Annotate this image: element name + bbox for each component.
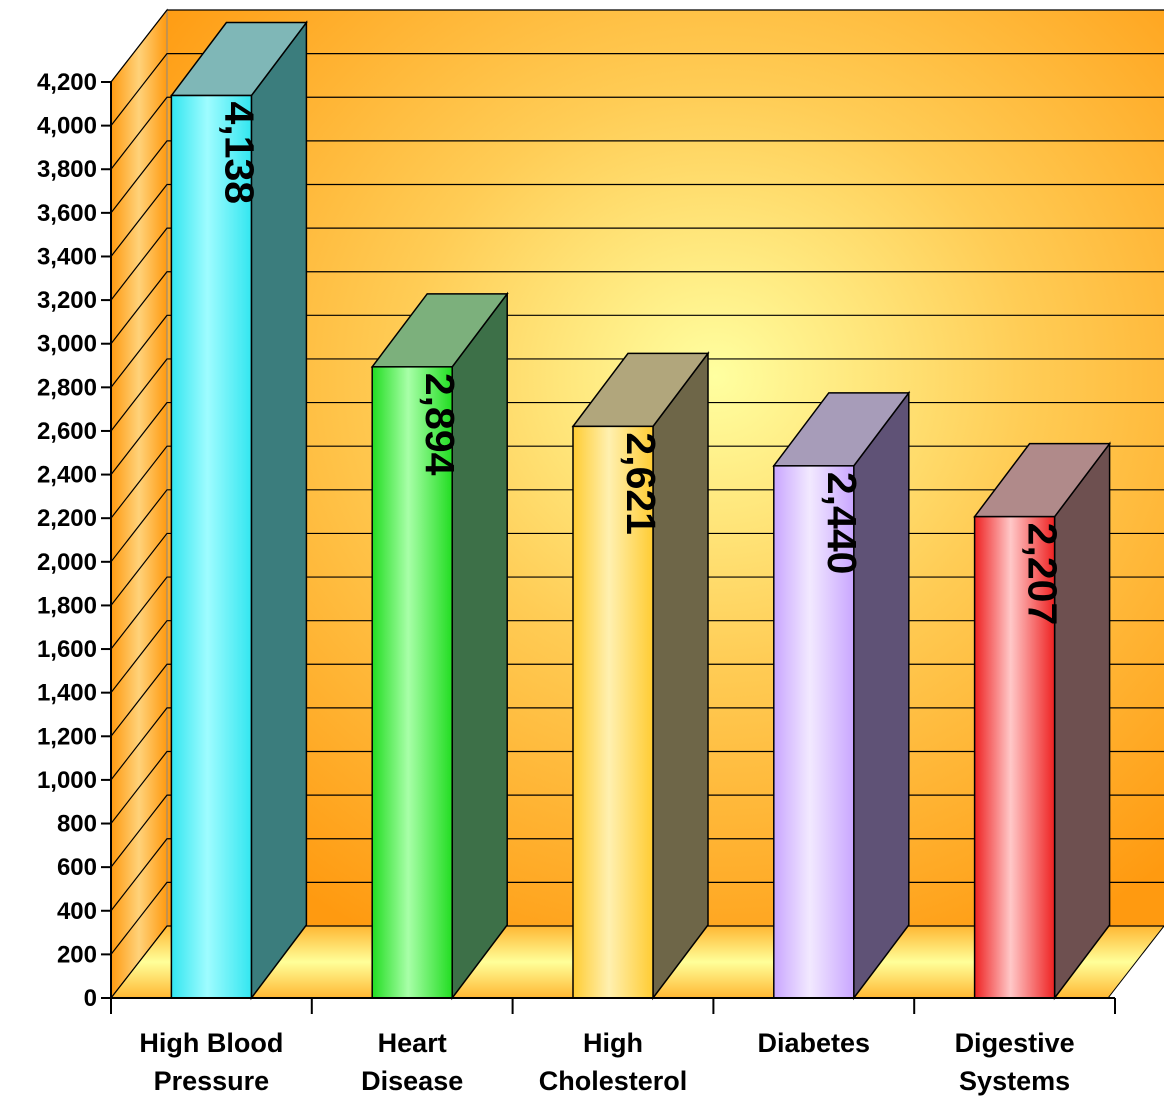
y-tick-label: 2,800 [37,374,97,401]
value-label: 4,138 [216,102,262,205]
bar-1: 4,138 [169,20,308,1001]
x-axis-category-labels: High Blood Pressure Heart Disease High Choles… [139,1028,1074,1096]
bar-front [773,465,855,999]
bar-3: 2,621 [571,351,710,1001]
y-axis-tick-labels: 0 200 400 600 800 1,000 1,200 1,400 1,600 1,800 2,… [37,69,97,1012]
gridline [110,9,1164,83]
gridline [110,314,1164,388]
y-tick-label: 1,400 [37,680,97,707]
bar-front [572,425,654,999]
y-tick-label: 2,400 [37,462,97,489]
y-tick-label: 4,000 [37,113,97,140]
y-tick-label: 600 [57,854,97,881]
category-label: Digestive Systems [955,1028,1075,1096]
y-tick-label: 1,200 [37,723,97,750]
bar-front [170,94,253,999]
y-tick-label: 800 [57,811,97,838]
category-label: Heart Disease [361,1028,463,1096]
bar-4: 2,440 [772,390,911,1001]
value-label: 2,621 [618,432,664,535]
gridline [110,53,1164,126]
category-label: High Blood Pressure [139,1028,283,1096]
y-tick-label: 3,400 [37,243,97,270]
gridline [110,96,1164,170]
y-tick-label: 1,600 [37,636,97,663]
gridline [110,140,1164,214]
gridline [110,358,1164,432]
gridline [110,227,1164,301]
bar-5: 2,207 [973,441,1112,1001]
bars: 4,138 2,894 2,621 2,440 2,207 [169,20,1112,1001]
y-tick-label: 3,000 [37,331,97,358]
y-tick-label: 200 [57,941,97,968]
y-tick-label: 1,800 [37,592,97,619]
y-tick-label: 4,200 [37,69,97,96]
y-tick-label: 1,000 [37,767,97,794]
y-tick-label: 2,200 [37,505,97,532]
y-tick-label: 3,600 [37,200,97,227]
axes [101,81,1116,1014]
y-tick-label: 400 [57,898,97,925]
category-label: Diabetes [758,1028,871,1058]
gridline [110,271,1164,345]
y-tick-label: 2,600 [37,418,97,445]
value-label: 2,207 [1020,523,1066,626]
y-tick-label: 2,000 [37,549,97,576]
bar-front [371,366,453,999]
bar-2: 2,894 [370,291,509,1001]
y-tick-label: 0 [84,985,97,1012]
y-tick-label: 3,200 [37,287,97,314]
value-label: 2,440 [819,472,865,575]
y-tick-label: 3,800 [37,156,97,183]
gridline [110,183,1164,257]
value-label: 2,894 [417,373,463,476]
bar-front [973,515,1056,999]
category-label: High Cholesterol [539,1028,688,1096]
